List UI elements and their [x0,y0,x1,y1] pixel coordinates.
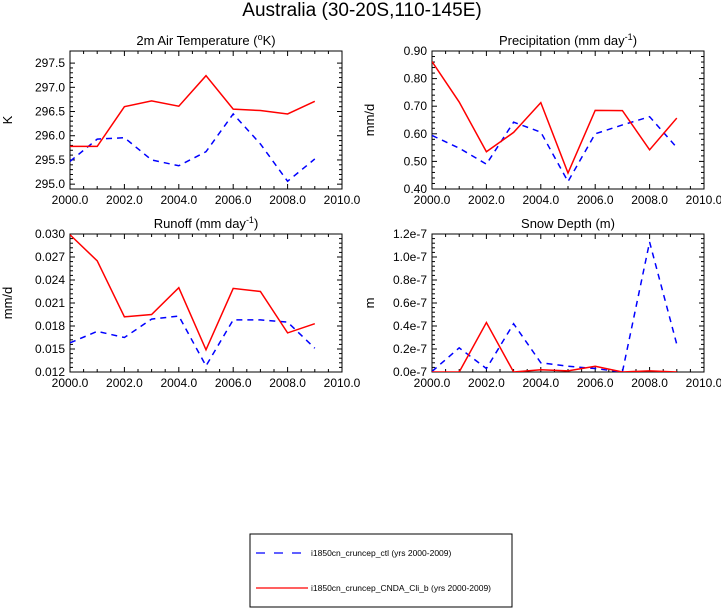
y-tick-label: 0.90 [404,44,428,58]
y-tick-label: 1.0e-7 [393,250,427,264]
x-tick-label: 2002.0 [468,376,505,390]
x-tick-label: 2000.0 [52,193,89,207]
y-tick-label: 0.012 [35,365,65,379]
series-line-ctl [432,241,678,372]
x-tick-label: 2004.0 [160,376,197,390]
y-tick-label: 1.2e-7 [393,227,427,241]
y-tick-label: 0.030 [35,227,65,241]
y-tick-label: 0.021 [35,296,65,310]
series-line-cnda [432,320,677,372]
x-tick-label: 2004.0 [160,193,197,207]
x-tick-label: 2008.0 [269,193,306,207]
y-tick-label: 0.018 [35,319,65,333]
x-tick-label: 2000.0 [414,376,451,390]
x-tick-label: 2004.0 [522,193,559,207]
y-tick-label: 295.5 [35,153,65,167]
y-tick-label: 296.0 [35,129,65,143]
series-line-ctl [70,112,316,183]
y-tick-label: 0.4e-7 [393,319,427,333]
panels: 2m Air Temperature (oK) K 2000.0 2002.0 2004… [0,32,721,390]
x-tick-label: 2010.0 [324,376,361,390]
y-tick-label: 296.5 [35,105,65,119]
x-tick-label: 2002.0 [106,193,143,207]
series-line-cnda [70,234,316,352]
y-tick-label: 0.024 [35,273,65,287]
x-tick-label: 2006.0 [577,193,614,207]
y-axis-label: mm/d [362,104,377,137]
panel-precip: Precipitation (mm day-1) mm/d 2000.0 2002.0… [362,32,721,207]
plot-frame [431,50,705,190]
x-tick-label: 2008.0 [269,376,306,390]
y-axis-label: K [0,115,15,124]
legend-label-ctl: i1850cn_cruncep_ctl (yrs 2000-2009) [311,548,452,558]
series-line-cnda [70,74,316,148]
figure-title: Australia (30-20S,110-145E) [242,0,481,21]
x-tick-label: 2000.0 [414,193,451,207]
legend-label-cnda: i1850cn_cruncep_CNDA_Cli_b (yrs 2000-200… [311,583,491,593]
plot-frame [69,50,343,190]
panel-snowdp: Snow Depth (m) m 2000.0 2002.0 2004.0 2006.0 2… [362,216,721,390]
series-line-ctl [432,115,678,184]
y-tick-label: 297.5 [35,56,65,70]
y-tick-label: 297.0 [35,80,65,94]
legend: i1850cn_cruncep_ctl (yrs 2000-2009) i185… [249,533,513,608]
x-tick-label: 2010.0 [324,193,361,207]
panel-runoff: Runoff (mm day-1) mm/d 2000.0 2002.0 2004.0 2… [0,215,361,390]
x-tick-label: 2010.0 [686,193,721,207]
y-tick-label: 0.6e-7 [393,296,427,310]
y-tick-label: 0.8e-7 [393,273,427,287]
x-tick-label: 2010.0 [686,376,721,390]
x-tick-label: 2002.0 [468,193,505,207]
panel-title: Runoff (mm day-1) [154,215,259,231]
panel-title: Precipitation (mm day-1) [499,32,637,48]
x-tick-label: 2008.0 [631,376,668,390]
panel-tsa: 2m Air Temperature (oK) K 2000.0 2002.0 2004… [0,32,361,207]
x-tick-label: 2004.0 [522,376,559,390]
x-tick-label: 2008.0 [631,193,668,207]
plot-frame [431,233,705,373]
x-tick-label: 2006.0 [577,376,614,390]
x-tick-label: 2002.0 [106,376,143,390]
y-tick-label: 0.80 [404,72,428,86]
y-tick-label: 0.0e-7 [393,365,427,379]
series-line-cnda [432,61,678,175]
x-tick-label: 2000.0 [52,376,89,390]
y-tick-label: 0.027 [35,250,65,264]
y-tick-label: 0.015 [35,342,65,356]
y-tick-label: 0.50 [404,154,428,168]
legend-frame [249,533,513,608]
y-tick-label: 0.2e-7 [393,342,427,356]
x-tick-label: 2006.0 [215,376,252,390]
x-tick-label: 2006.0 [215,193,252,207]
series-line-ctl [70,315,316,368]
panel-title: 2m Air Temperature (oK) [136,32,275,48]
y-tick-label: 0.70 [404,99,428,113]
panel-title: Snow Depth (m) [521,216,615,231]
y-axis-label: mm/d [0,287,15,320]
y-tick-label: 295.0 [35,177,65,191]
y-tick-label: 0.60 [404,127,428,141]
y-axis-label: m [362,298,377,309]
y-tick-label: 0.40 [404,182,428,196]
